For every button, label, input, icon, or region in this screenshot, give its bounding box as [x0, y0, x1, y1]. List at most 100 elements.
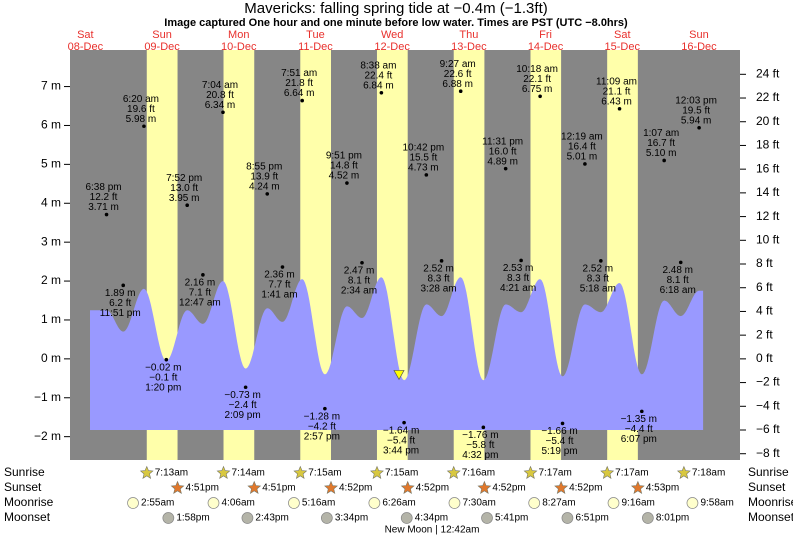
tide-label: 9:27 am: [440, 59, 476, 70]
tide-label: −5.8 ft: [466, 440, 494, 451]
sunset-time: 4:52pm: [416, 483, 449, 494]
tide-label: 8.1 ft: [667, 275, 689, 286]
tide-label: 3:44 pm: [383, 445, 419, 456]
tide-point: [678, 260, 683, 265]
tide-point: [639, 409, 644, 414]
tide-label: 22.6 ft: [444, 69, 472, 80]
moonrise-time: 6:26am: [382, 498, 415, 509]
day-name: Wed: [381, 29, 403, 41]
day-date: 12-Dec: [374, 41, 410, 53]
tide-label: 5.94 m: [681, 115, 712, 126]
tide-point: [121, 283, 126, 288]
moonset-icon: [400, 512, 413, 524]
tide-label: 7:04 am: [202, 80, 238, 91]
row-label: Moonset: [4, 510, 51, 524]
tide-label: 12.2 ft: [90, 192, 118, 203]
tide-label: 4.52 m: [329, 171, 360, 182]
y2-tick-label: 6 ft: [756, 280, 773, 294]
moonset-icon: [241, 512, 254, 524]
tide-label: 15.5 ft: [409, 153, 437, 164]
day-name: Tue: [306, 29, 325, 41]
tide-label: 13.0 ft: [170, 183, 198, 194]
day-name: Thu: [459, 29, 478, 41]
tide-label: 10:42 pm: [402, 143, 444, 154]
tide-point: [503, 166, 508, 171]
tide-label: 6.34 m: [205, 100, 236, 111]
tide-label: 1:07 am: [643, 128, 679, 139]
tide-label: 14.8 ft: [330, 161, 358, 172]
sunrise-icon: [676, 465, 691, 479]
moonrise-icon: [368, 497, 381, 509]
tide-point: [662, 158, 666, 163]
tide-point: [360, 260, 364, 265]
tide-label: 8:38 am: [360, 60, 396, 71]
tide-label: −4.4 ft: [625, 424, 653, 435]
tide-label: 11:31 pm: [482, 136, 523, 147]
sunset-icon: [170, 480, 185, 494]
moonset-time: 3:34pm: [335, 513, 368, 524]
day-date: 15-Dec: [605, 41, 641, 53]
tide-label: 5.01 m: [567, 152, 598, 163]
tide-label: 21.1 ft: [603, 86, 631, 97]
tide-label: 8.3 ft: [427, 273, 449, 284]
tide-label: 6:18 am: [660, 285, 696, 296]
tide-label: 11:09 am: [596, 76, 637, 87]
moonrise-time: 7:30am: [462, 498, 495, 509]
tide-label: 20.8 ft: [206, 90, 234, 101]
tide-label: 21.8 ft: [285, 78, 313, 89]
tide-label: 19.6 ft: [127, 104, 155, 115]
tide-label: 19.5 ft: [682, 105, 710, 116]
tide-label: −1.64 m: [383, 425, 419, 436]
moonset-time: 2:43pm: [255, 513, 288, 524]
day-name: Sat: [614, 29, 631, 41]
chart-title: Mavericks: falling spring tide at −0.4m …: [244, 0, 547, 17]
tide-label: 12:03 pm: [675, 95, 717, 106]
sunset-icon: [630, 480, 645, 494]
y2-tick-label: −8 ft: [756, 446, 780, 460]
tide-point: [560, 421, 565, 426]
tide-label: 6.64 m: [284, 88, 315, 99]
moonrise-icon: [127, 497, 139, 509]
tide-label: −1.35 m: [621, 414, 657, 425]
tide-point: [323, 406, 327, 411]
moonrise-time: 9:16am: [622, 498, 655, 509]
sunrise-icon: [139, 465, 154, 479]
y-tick-label: 6 m: [41, 118, 61, 132]
y2-tick-label: 14 ft: [756, 185, 780, 199]
y-tick-label: 7 m: [41, 79, 61, 93]
moonset-time: 1:58pm: [176, 513, 209, 524]
day-date: 10-Dec: [221, 41, 257, 53]
tide-label: 16.0 ft: [489, 146, 517, 157]
row-label: Moonrise: [748, 495, 793, 509]
sunrise-time: 7:14am: [232, 468, 265, 479]
tide-label: 22.4 ft: [364, 70, 392, 81]
tide-label: −1.66 m: [541, 426, 577, 437]
tide-label: 4.24 m: [249, 182, 280, 193]
tide-label: 6.84 m: [363, 80, 394, 91]
tide-label: 6.2 ft: [109, 298, 131, 309]
tide-label: 2.48 m: [662, 265, 693, 276]
day-name: Sat: [77, 29, 94, 41]
y-tick-label: 1 m: [41, 312, 61, 326]
tide-point: [379, 90, 384, 95]
y2-tick-label: 12 ft: [756, 209, 780, 223]
tide-label: 2.52 m: [583, 263, 614, 274]
tide-label: −2.4 ft: [229, 400, 257, 411]
y2-tick-label: 10 ft: [756, 232, 780, 246]
tide-label: 6:20 am: [123, 94, 159, 105]
y2-tick-label: 18 ft: [756, 138, 780, 152]
sunrise-time: 7:16am: [462, 468, 495, 479]
tide-label: 4:32 pm: [462, 450, 498, 461]
sunset-time: 4:52pm: [492, 483, 525, 494]
moonrise-time: 8:27am: [542, 498, 575, 509]
sunset-time: 4:51pm: [262, 483, 295, 494]
day-name: Mon: [228, 29, 249, 41]
y2-tick-label: −4 ft: [756, 398, 780, 412]
moonrise-icon: [207, 497, 220, 509]
tide-label: 2.47 m: [344, 265, 375, 276]
tide-label: 7.1 ft: [189, 287, 211, 298]
moon-phase: New Moon | 12:42am: [385, 525, 480, 536]
tide-point: [243, 385, 248, 390]
tide-point: [583, 162, 587, 166]
tide-curve: [90, 277, 704, 430]
